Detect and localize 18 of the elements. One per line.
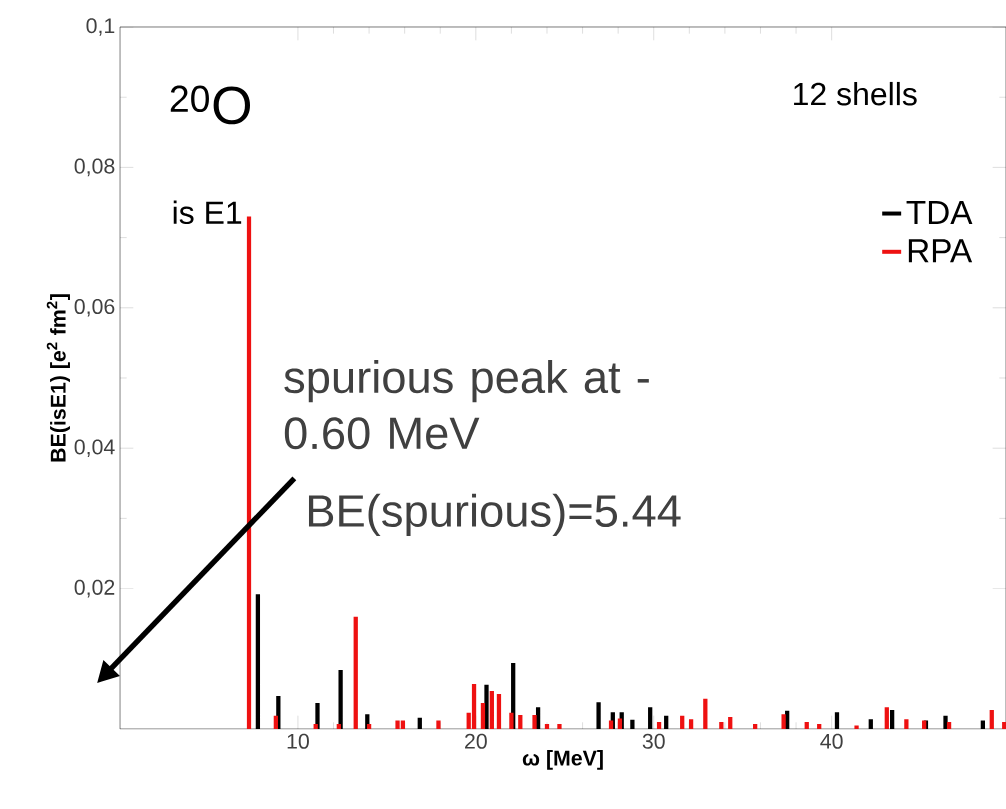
y-axis-title: BE(isE1) [e$^{2}$ fm$^{2}$] [46, 294, 70, 462]
y-tick-label: 0,06 [74, 298, 115, 317]
annotation: BE(spurious)=5.44 [308, 493, 681, 537]
x-tick-label: 20 [465, 733, 487, 749]
x-axis-title: ω [MeV] [522, 749, 603, 770]
x-tick-label: 30 [642, 733, 665, 749]
x-tick-label: 10 [287, 733, 309, 749]
y-tick-label: 0,02 [74, 579, 115, 598]
annotation: $^{20}$O [170, 85, 251, 125]
y-tick-label: 0,08 [74, 158, 115, 177]
y-tick-label: 0,1 [86, 18, 115, 36]
annotation: is E1 [173, 200, 242, 225]
annotation: spurious peak at -0.60 MeV [284, 360, 649, 450]
y-tick-label: 0,04 [74, 439, 115, 457]
legend-label: RPA [908, 239, 973, 263]
annotation: 12 shells [794, 81, 917, 106]
x-tick-label: 40 [820, 733, 843, 749]
legend-label: TDA [906, 201, 973, 224]
